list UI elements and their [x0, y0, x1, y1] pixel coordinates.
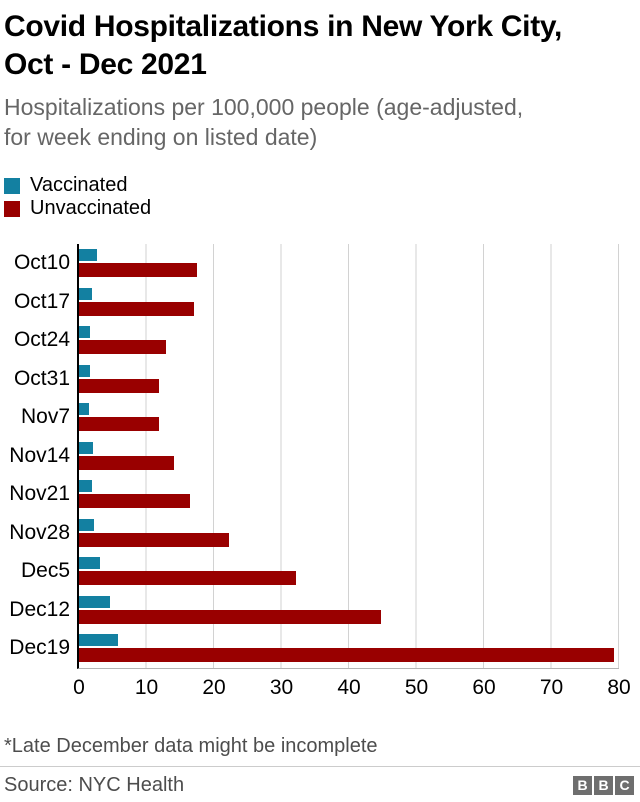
x-axis-tick-label: 40 — [337, 675, 361, 699]
source-text: Source: NYC Health — [4, 773, 185, 796]
y-axis-label: Nov14 — [9, 443, 70, 467]
legend-swatch-icon — [4, 177, 20, 194]
y-axis-label: Nov28 — [9, 520, 70, 544]
unvaccinated-bar — [79, 648, 614, 662]
x-axis-tick-label: 20 — [202, 675, 226, 699]
footer-divider — [0, 765, 640, 767]
legend-label: Unvaccinated — [30, 197, 152, 219]
plot-area — [77, 244, 619, 669]
y-axis-label: Oct10 — [13, 251, 70, 275]
x-axis-tick-label: 50 — [404, 675, 429, 699]
legend-item-vaccinated: Vaccinated — [4, 174, 634, 197]
vaccinated-bar — [79, 326, 91, 338]
x-axis-tick-label: 10 — [134, 675, 159, 699]
y-axis-label: Dec12 — [9, 597, 70, 621]
bar-group-nov28 — [79, 514, 619, 553]
unvaccinated-bar — [79, 378, 160, 393]
vaccinated-bar — [79, 403, 90, 415]
vaccinated-bar — [79, 441, 93, 454]
bbc-logo-letter: B — [573, 775, 592, 795]
y-axis-label: Nov21 — [9, 482, 70, 506]
y-axis-label: Oct24 — [13, 328, 70, 352]
chart-subtitle: Hospitalizations per 100,000 people (age… — [4, 92, 634, 152]
x-axis-tick-label: 0 — [73, 675, 85, 699]
bar-group-nov7 — [79, 398, 619, 437]
bar-group-oct31 — [79, 360, 619, 399]
title-line-1: Covid Hospitalizations in New York City, — [4, 10, 563, 43]
legend-swatch-icon — [4, 200, 20, 217]
vaccinated-bar — [79, 557, 100, 569]
bar-group-oct17 — [79, 283, 619, 322]
x-axis-tick-label: 70 — [539, 675, 564, 699]
y-axis-label: Dec5 — [20, 559, 70, 583]
unvaccinated-bar — [79, 455, 174, 470]
x-axis-tick-label: 80 — [607, 675, 631, 699]
x-axis-tick-label: 60 — [472, 675, 496, 699]
vaccinated-bar — [79, 287, 92, 300]
bbc-logo-letter: B — [594, 775, 613, 795]
bbc-logo-letter: C — [615, 775, 634, 795]
vaccinated-bar — [79, 364, 91, 377]
unvaccinated-bar — [79, 417, 159, 431]
bar-group-dec19 — [79, 629, 619, 668]
legend-item-unvaccinated: Unvaccinated — [4, 197, 634, 220]
vaccinated-bar — [79, 518, 94, 531]
unvaccinated-bar — [79, 494, 191, 508]
unvaccinated-bar — [79, 571, 297, 585]
unvaccinated-bar — [79, 301, 194, 316]
vaccinated-bar — [79, 249, 98, 261]
x-axis: 0 10 20 30 40 50 60 70 80 — [73, 669, 631, 703]
bar-chart: Oct10 Oct17 Oct24 Oct31 Nov7 Nov14 Nov21 Nov28 D… — [4, 244, 634, 669]
chart-card: Covid Hospitalizations in New York City,… — [4, 8, 634, 757]
y-axis-labels: Oct10 Oct17 Oct24 Oct31 Nov7 Nov14 Nov21 Nov28 D… — [4, 244, 77, 669]
y-axis-label: Dec19 — [9, 636, 70, 660]
y-axis-label: Oct17 — [13, 289, 70, 313]
bar-group-oct10 — [79, 244, 619, 283]
unvaccinated-bar — [79, 263, 198, 277]
vaccinated-bar — [79, 595, 111, 608]
y-axis-label: Oct31 — [13, 366, 70, 390]
unvaccinated-bar — [79, 532, 229, 547]
unvaccinated-bar — [79, 340, 167, 354]
bar-group-nov14 — [79, 437, 619, 476]
legend-label: Vaccinated — [30, 174, 128, 196]
bar-group-nov21 — [79, 475, 619, 514]
subtitle-line-1: Hospitalizations per 100,000 people (age… — [4, 94, 524, 120]
vaccinated-bar — [79, 480, 92, 492]
bar-group-dec12 — [79, 591, 619, 630]
unvaccinated-bar — [79, 609, 381, 624]
bar-group-oct24 — [79, 321, 619, 360]
x-axis-tick-label: 30 — [269, 675, 294, 699]
page-title: Covid Hospitalizations in New York City,… — [4, 8, 634, 84]
chart-legend: Vaccinated Unvaccinated — [4, 174, 634, 220]
vaccinated-bar — [79, 634, 119, 646]
y-axis-label: Nov7 — [20, 405, 70, 429]
bar-group-dec5 — [79, 552, 619, 591]
subtitle-line-2: for week ending on listed date) — [4, 124, 318, 150]
title-line-2: Oct - Dec 2021 — [4, 48, 207, 81]
footnote: *Late December data might be incomplete — [4, 734, 378, 757]
